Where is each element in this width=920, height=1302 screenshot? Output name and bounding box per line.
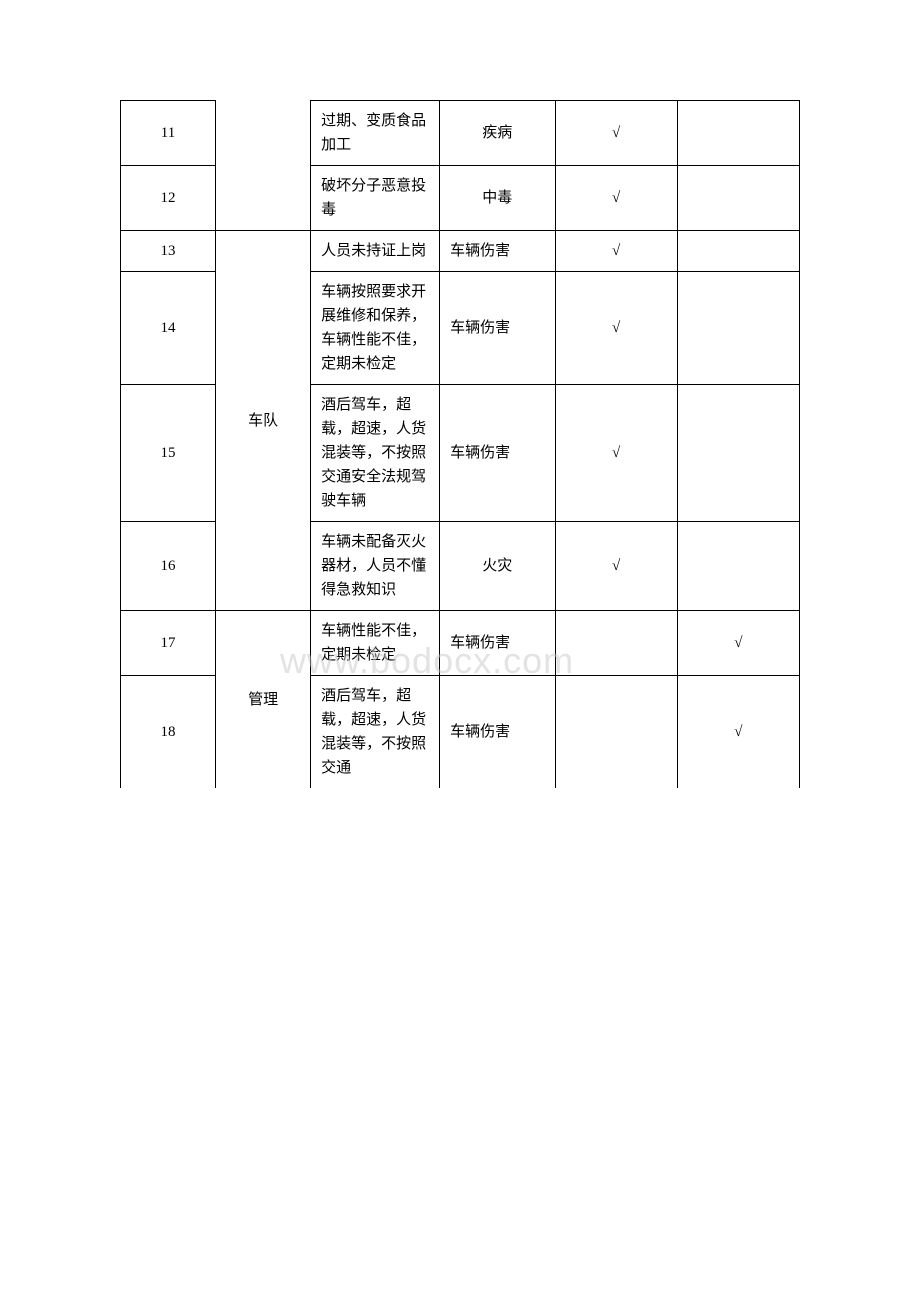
row-number: 12: [121, 166, 216, 231]
check1-cell: √: [555, 272, 677, 385]
description-cell: 车辆未配备灭火器材，人员不懂得急救知识: [311, 522, 440, 611]
type-cell: 火灾: [440, 522, 555, 611]
description-text: 酒后驾车，超载，超速，人货混装等，不按照交通安全法规驾驶车辆: [321, 397, 426, 509]
type-text: 车辆伤害: [450, 445, 510, 461]
description-cell: 破坏分子恶意投毒: [311, 166, 440, 231]
description-cell: 人员未持证上岗: [311, 231, 440, 272]
row-number: 17: [121, 611, 216, 676]
check2-cell: √: [677, 611, 799, 676]
description-text: 过期、变质食品加工: [321, 113, 426, 153]
row-number: 16: [121, 522, 216, 611]
check2-cell: [677, 166, 799, 231]
type-text: 车辆伤害: [450, 724, 510, 740]
description-text: 酒后驾车，超载，超速，人货混装等，不按照交通: [321, 688, 426, 776]
check1-cell: [555, 611, 677, 676]
check2-cell: [677, 522, 799, 611]
description-text: 车辆性能不佳，定期未检定: [321, 623, 426, 663]
type-cell: 车辆伤害: [440, 676, 555, 789]
category-cell-fleet: 车队: [216, 231, 311, 611]
type-text: 车辆伤害: [450, 635, 510, 651]
check1-cell: √: [555, 522, 677, 611]
description-cell: 车辆按照要求开展维修和保养，车辆性能不佳，定期未检定: [311, 272, 440, 385]
type-cell: 车辆伤害: [440, 231, 555, 272]
check1-cell: √: [555, 231, 677, 272]
row-number: 14: [121, 272, 216, 385]
check2-cell: [677, 385, 799, 522]
table-row: 13 车队 人员未持证上岗 车辆伤害 √: [121, 231, 800, 272]
check1-cell: √: [555, 166, 677, 231]
category-cell-mgmt: 管理: [216, 611, 311, 789]
type-text: 车辆伤害: [450, 320, 510, 336]
type-cell: 疾病: [440, 101, 555, 166]
table-row: 17 管理 车辆性能不佳，定期未检定 车辆伤害 √: [121, 611, 800, 676]
type-cell: 车辆伤害: [440, 385, 555, 522]
risk-table: 11 过期、变质食品加工 疾病 √ 12 破坏分子恶意投毒 中毒 √ 13 车队…: [120, 100, 800, 788]
check2-cell: [677, 272, 799, 385]
type-cell: 车辆伤害: [440, 611, 555, 676]
check1-cell: [555, 676, 677, 789]
check2-cell: √: [677, 676, 799, 789]
check2-cell: [677, 231, 799, 272]
description-cell: 车辆性能不佳，定期未检定: [311, 611, 440, 676]
check2-cell: [677, 101, 799, 166]
description-cell: 过期、变质食品加工: [311, 101, 440, 166]
description-cell: 酒后驾车，超载，超速，人货混装等，不按照交通: [311, 676, 440, 789]
row-number: 13: [121, 231, 216, 272]
check1-cell: √: [555, 385, 677, 522]
description-text: 破坏分子恶意投毒: [321, 178, 426, 218]
category-cell: [216, 101, 311, 231]
row-number: 11: [121, 101, 216, 166]
row-number: 15: [121, 385, 216, 522]
description-text: 车辆按照要求开展维修和保养，车辆性能不佳，定期未检定: [321, 284, 426, 372]
table-row: 11 过期、变质食品加工 疾病 √: [121, 101, 800, 166]
type-cell: 车辆伤害: [440, 272, 555, 385]
type-text: 车辆伤害: [450, 243, 510, 259]
description-cell: 酒后驾车，超载，超速，人货混装等，不按照交通安全法规驾驶车辆: [311, 385, 440, 522]
row-number: 18: [121, 676, 216, 789]
check1-cell: √: [555, 101, 677, 166]
type-cell: 中毒: [440, 166, 555, 231]
description-text: 车辆未配备灭火器材，人员不懂得急救知识: [321, 534, 426, 598]
description-text: 人员未持证上岗: [321, 243, 426, 259]
